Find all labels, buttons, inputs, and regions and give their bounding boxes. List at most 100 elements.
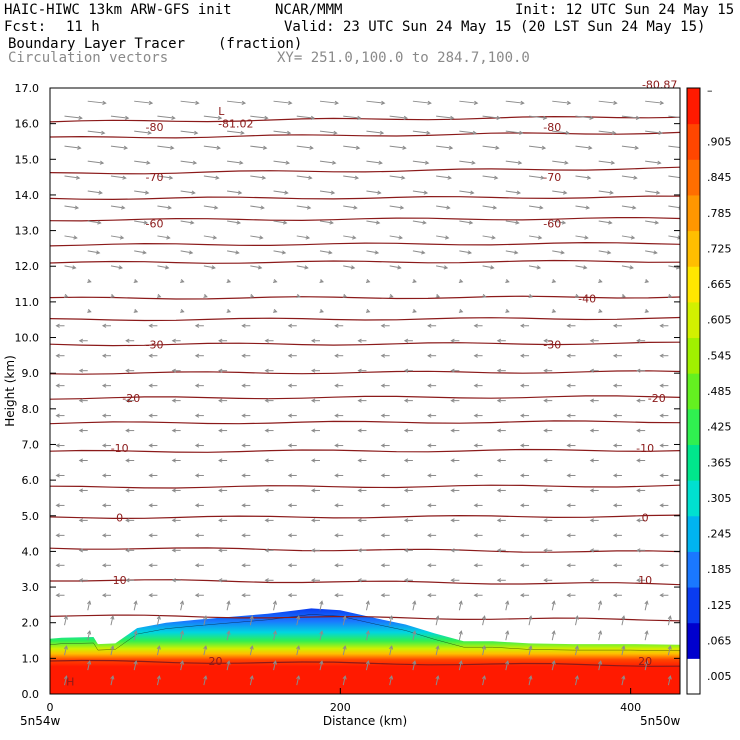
arrow-shaft [667,616,671,626]
vector-arrow [412,278,417,283]
vector-arrow [505,600,510,611]
colorbar-label: .305 [707,492,732,505]
arrow-head [194,323,200,328]
vector-arrow [78,518,88,523]
vector-arrow [482,265,495,270]
arrow-head [403,578,409,583]
org-label: NCAR/MMM [275,2,343,18]
arrow-head [87,600,92,605]
arrow-shaft [668,175,680,179]
arrow-head [133,630,138,635]
arrow-head [519,533,525,538]
arrow-head [397,265,402,270]
vector-arrow [334,413,344,418]
contour-line [50,514,680,520]
vector-arrow [125,548,135,553]
contour-line [50,115,680,123]
vector-arrow [334,563,344,568]
arrow-head [481,645,487,650]
vector-arrow [436,115,455,120]
contour-line [50,166,680,175]
arrow-head [218,578,223,583]
vector-arrow [389,205,405,210]
vector-arrow [528,115,548,120]
arrow-shaft [645,160,661,164]
colorbar-frame [686,87,701,695]
arrow-shaft [575,265,587,269]
vector-arrow [218,428,228,433]
y-tick-label: 14.0 [15,189,40,202]
vector-arrow [310,488,320,493]
arrow-head [543,398,548,403]
arrow-head [654,220,660,225]
vector-arrow [264,458,274,463]
arrow-head [226,660,231,665]
arrow-head [171,398,176,403]
arrow-head [519,593,525,598]
arrow-head [241,443,246,448]
arrow-head [194,353,200,358]
vector-arrow [125,518,135,523]
arrow-head [574,645,579,650]
vector-arrow [171,458,181,463]
arrow-head [354,175,360,180]
arrow-head [519,503,525,508]
vector-arrow [435,293,441,298]
arrow-head [215,175,220,180]
vector-arrow [110,645,115,656]
vector-arrow [659,593,669,598]
arrow-shaft [319,100,339,104]
arrow-head [101,593,107,598]
vector-arrow [505,630,510,641]
arrow-head [482,293,487,298]
arrow-head [102,100,107,105]
y-tick-label: 2.0 [22,617,40,630]
arrow-head [171,338,176,343]
vector-arrow [473,503,483,508]
arrow-head [218,548,223,553]
vector-arrow [403,458,413,463]
vector-arrow [412,250,426,255]
arrow-head [55,443,60,448]
vector-arrow [133,308,139,313]
arrow-head [519,323,525,328]
arrow-shaft [64,115,82,119]
arrow-head [264,518,269,523]
arrow-shaft [319,250,332,254]
vector-arrow [287,413,297,418]
arrow-shaft [575,235,588,239]
arrow-head [194,593,200,598]
vector-arrow [403,548,413,553]
arrow-head [446,205,451,210]
arrow-shaft [436,235,449,239]
vector-arrow [63,293,69,298]
vector-arrow [171,488,181,493]
arrow-shaft [482,646,486,656]
vector-arrow [380,503,390,508]
arrow-head [657,160,662,165]
vector-arrow [389,235,403,240]
vector-arrow [310,518,320,523]
vector-arrow [412,600,417,611]
arrow-head [566,443,571,448]
arrow-head [194,503,200,508]
vector-arrow [566,533,576,538]
vector-arrow [459,220,474,225]
vector-arrow [403,398,413,403]
vector-arrow [668,115,680,119]
arrow-head [612,563,618,568]
arrow-head [235,250,240,255]
arrow-shaft [551,601,555,611]
arrow-head [473,413,478,418]
arrow-shaft [459,190,474,194]
extremum-label: L [218,105,225,118]
vector-arrow [110,235,125,240]
arrow-head [310,458,316,463]
arrow-head [473,503,478,508]
arrow-shaft [459,160,475,164]
arrow-shaft [319,190,335,194]
arrow-head [357,338,362,343]
arrow-head [505,308,510,313]
arrow-head [562,190,568,195]
arrow-shaft [528,675,532,686]
